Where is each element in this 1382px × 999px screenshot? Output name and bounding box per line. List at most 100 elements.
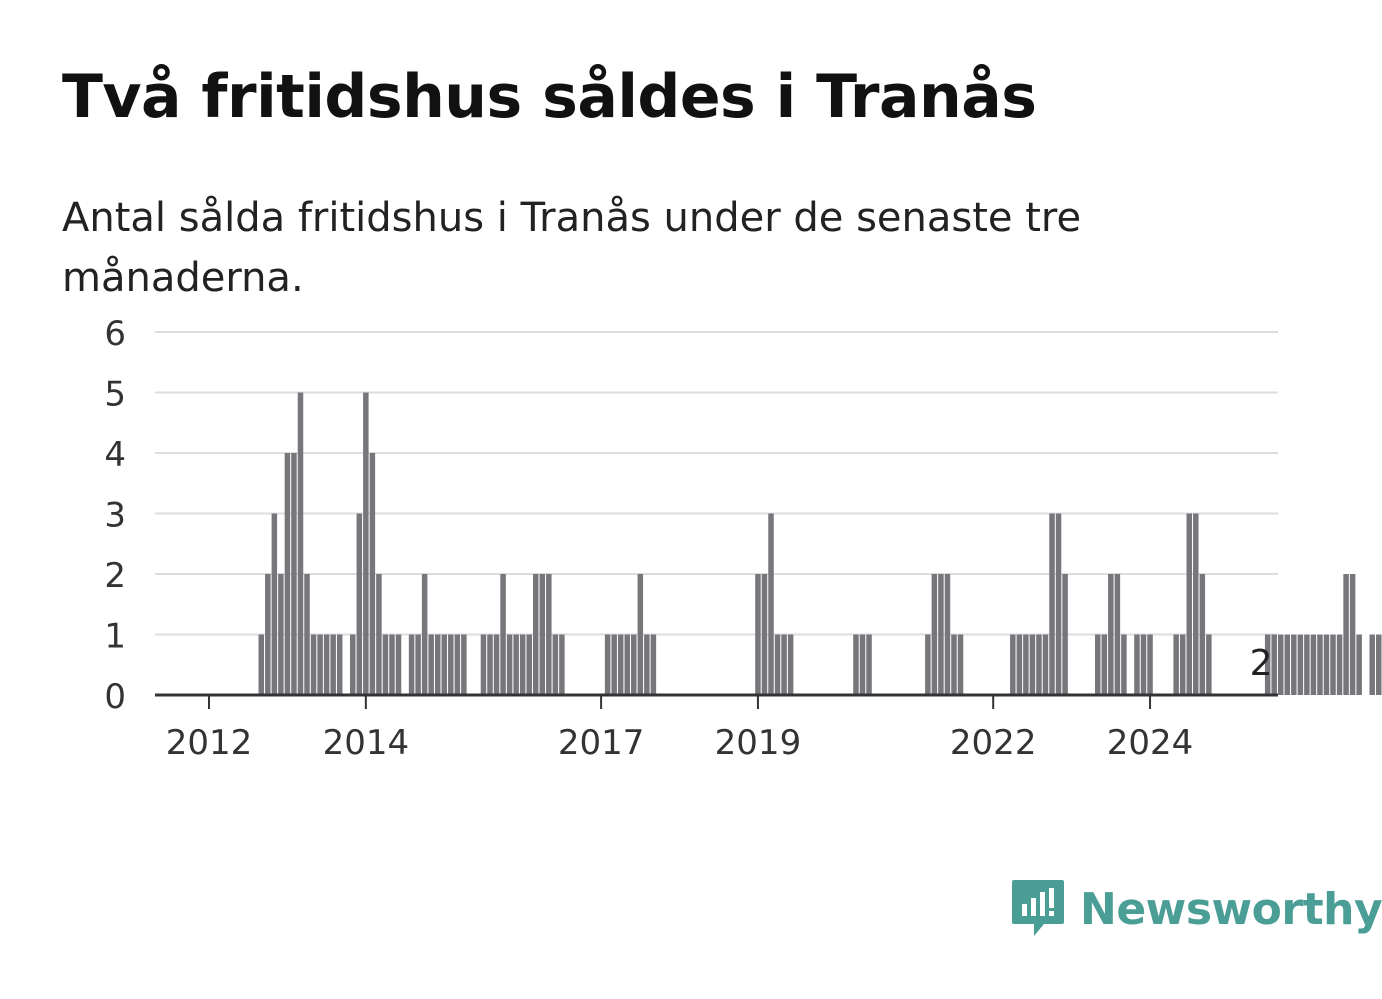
x-tick-label: 2017 [558,723,645,763]
bar [650,634,657,695]
bar [291,453,297,695]
bar [604,634,611,695]
bar [421,574,428,695]
bar [297,392,304,695]
chart-subtitle: Antal sålda fritidshus i Tranås under de… [62,195,1082,301]
bar [408,634,415,695]
bar [787,634,794,695]
bar [1336,634,1343,695]
bar [317,634,323,695]
bar [1291,634,1297,695]
bar [1186,513,1192,695]
bar [415,634,421,695]
bar [859,634,866,695]
bar [1304,634,1310,695]
bar [1095,634,1101,695]
bar [304,574,310,695]
bar [637,574,644,695]
bar [1023,634,1029,695]
chart-title: Två fritidshus såldes i Tranås [62,62,1037,132]
bar [1284,634,1291,695]
bar [539,574,546,695]
bar [1055,513,1062,695]
bar [533,574,539,695]
y-tick-label: 2 [104,556,126,596]
bar [925,634,931,695]
bar [1147,634,1153,695]
bar [1297,634,1304,695]
bars [258,392,1382,695]
bar [546,574,552,695]
bar [931,574,938,695]
bar [1349,574,1356,695]
bar [1134,634,1140,695]
bar [774,634,781,695]
y-axis-labels: 0 1 2 3 4 5 6 [104,314,126,717]
bar [1330,634,1336,695]
bar [781,634,787,695]
bar [1042,634,1049,695]
gridlines [155,331,1278,636]
bar [1049,513,1055,695]
bar [1199,574,1206,695]
bar [1193,513,1199,695]
bar [350,634,356,695]
bar [493,634,500,695]
x-tick-label: 2022 [950,723,1037,763]
bar [434,634,441,695]
x-tick-label: 2019 [715,723,802,763]
bar [957,634,964,695]
bar [265,574,271,695]
x-tick-label: 2014 [323,723,410,763]
brand-name: Newsworthy [1080,883,1382,935]
bar [1062,574,1068,695]
bar [1173,634,1179,695]
bar [761,574,768,695]
bar [526,634,532,695]
bar [1140,634,1147,695]
bar [441,634,448,695]
bar [506,634,513,695]
bar [461,634,467,695]
newsworthy-brand[interactable]: Newsworthy [1010,878,1382,940]
y-tick-label: 5 [104,375,126,415]
bar [310,634,317,695]
bar [1036,634,1042,695]
bar [1369,634,1375,695]
x-axis: 2012 2014 2017 2019 2022 2024 [155,693,1278,763]
bar [356,513,363,695]
bar [1206,634,1212,695]
bar [1317,634,1323,695]
y-tick-label: 0 [104,677,126,717]
bar [284,453,291,695]
bar [382,634,389,695]
bar [768,513,774,695]
bar [1114,574,1121,695]
x-tick-label: 2012 [166,723,253,763]
bar [395,634,402,695]
bar [369,453,376,695]
bar [951,634,957,695]
bar [617,634,624,695]
bar [271,513,278,695]
bar [480,634,487,695]
bar [1101,634,1108,695]
bar [519,634,526,695]
bar [1179,634,1186,695]
bar [644,634,650,695]
bar [330,634,336,695]
bar [1323,634,1330,695]
bar [278,574,284,695]
bar [1343,574,1349,695]
bar [336,634,343,695]
y-tick-label: 1 [104,617,126,657]
bar [389,634,395,695]
bar [938,574,944,695]
bar [1310,634,1317,695]
bar [1108,574,1114,695]
bar [1356,634,1362,695]
bar [363,392,369,695]
bar [1264,634,1271,695]
bar [376,574,382,695]
